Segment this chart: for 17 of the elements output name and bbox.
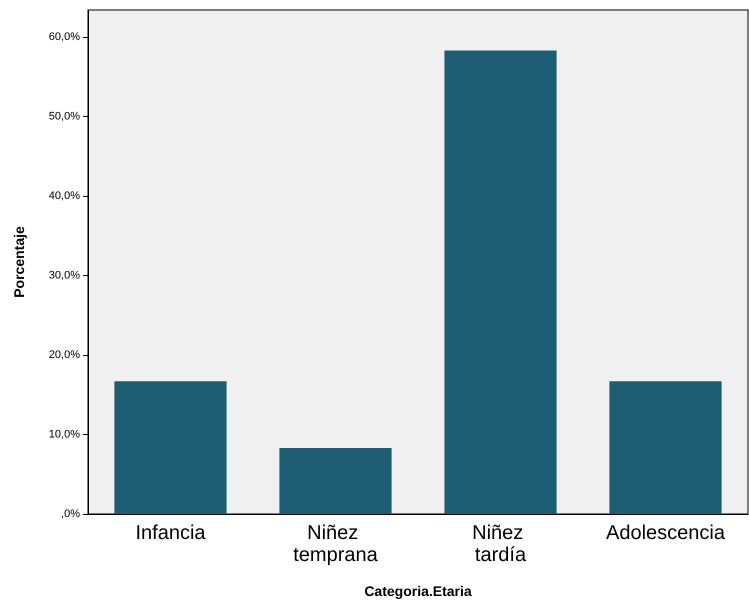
y-tick-label: 30,0% [48, 270, 80, 282]
x-tick-label: Niñez tardía [472, 522, 529, 566]
y-tick-label: 50,0% [48, 110, 80, 123]
bar [609, 381, 722, 514]
y-tick-label: ,0% [61, 508, 80, 520]
x-tick-label: Infancia [135, 522, 206, 544]
x-tick-label: Niñez temprana [293, 522, 379, 566]
y-tick-label: 10,0% [48, 428, 80, 441]
x-tick-label: Adolescencia [606, 522, 726, 544]
bar [444, 50, 557, 514]
y-tick-label: 20,0% [48, 349, 80, 362]
bar [114, 381, 227, 514]
y-axis-title: Porcentaje [11, 226, 27, 298]
y-tick-label: 40,0% [48, 190, 80, 202]
x-axis-title: Categoria.Etaria [364, 583, 472, 599]
y-tick-label: 60,0% [48, 31, 80, 44]
bar [279, 448, 392, 514]
